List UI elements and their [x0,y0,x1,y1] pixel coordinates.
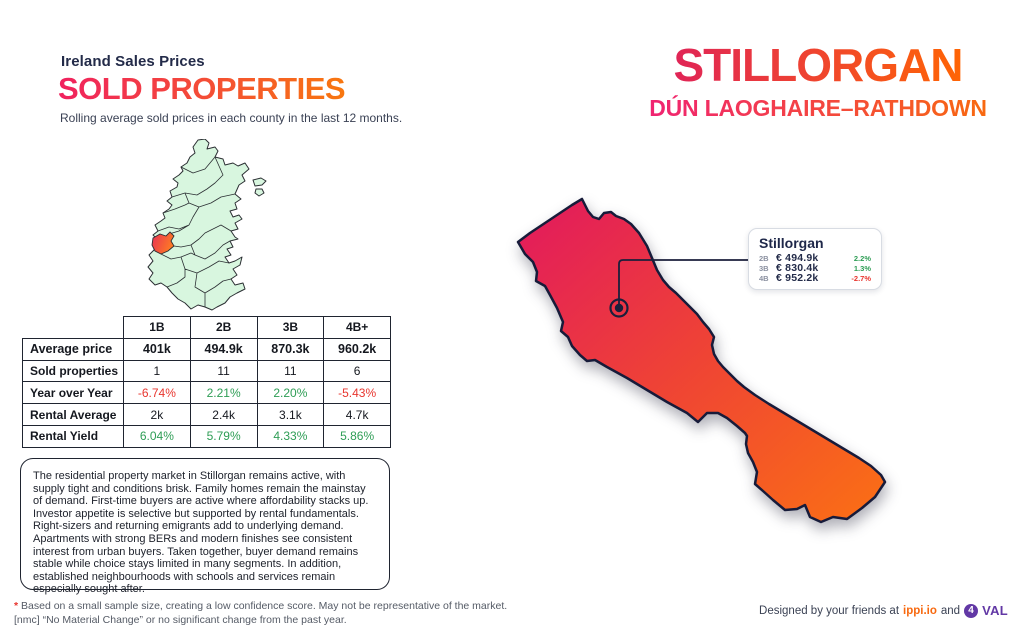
table-row: Average price 401k 494.9k 870.3k 960.2k [22,337,391,361]
area-title: STILLORGAN [673,39,964,91]
cell-value: 5.79% [189,424,258,448]
credits-prefix: Designed by your friends at [759,604,900,617]
cell-value: 11 [256,359,325,383]
page-subtitle: Rolling average sold prices in each coun… [60,111,403,125]
table-row: Year over Year -6.74% 2.21% 2.20% -5.43% [22,381,391,405]
cell-value: 5.86% [323,424,391,448]
table-header-cell: 2B [189,316,258,339]
val-logo-icon: 4 [964,603,979,618]
cell-value: 960.2k [323,337,391,361]
credits-conjunction: and [940,604,961,617]
callout-row-pct: 2.2% [853,254,871,263]
callout-row: 3B € 830.4k 1.3% [759,261,871,274]
table-header-cell: 1B [123,316,191,339]
callout-row-pct: 1.3% [853,263,871,273]
callout-row-value: € 952.2k [776,271,819,284]
cell-value: 2.21% [189,381,258,405]
page-title: SOLD PROPERTIES [58,71,346,106]
mini-map-islet-south [254,188,265,197]
location-marker-icon [609,298,629,318]
callout-row-label: 2B [759,254,769,263]
table-header-cell: 4B+ [323,316,391,339]
mini-map-islet-north [252,177,267,187]
callout-row: 2B € 494.9k 2.2% [759,252,871,264]
table-row: Rental Average 2k 2.4k 3.1k 4.7k [22,403,391,426]
cell-value: 6 [323,359,391,383]
cell-value: 870.3k [256,337,325,361]
callout-row-value: € 494.9k [776,252,819,264]
row-label: Sold properties [22,359,124,383]
callout-row: 4B € 952.2k -2.7% [759,271,871,284]
cell-value: 1 [123,359,191,383]
callout-connector-line [618,259,748,308]
area-map-shape [516,197,887,524]
mini-map-region-highlight [151,231,175,255]
footnote-asterisk: * [14,600,19,612]
cell-value: 494.9k [189,337,258,361]
footnote-sample-size-text: Based on a small sample size, creating a… [18,600,508,612]
callout-row-label: 3B [759,263,769,273]
table-header-row: 1B 2B 3B 4B+ [23,316,391,339]
area-subtitle: DÚN LAOGHAIRE–RATHDOWN [649,95,987,121]
summary-text: The residential property market in Still… [33,470,369,596]
table-row: Rental Yield 6.04% 5.79% 4.33% 5.86% [22,424,391,448]
cell-value: 4.7k [323,403,391,426]
footnote-nmc: [nmc] “No Material Change” or no signifi… [14,613,347,626]
mini-map-division-borders [157,156,236,307]
callout-card: Stillorgan 2B € 494.9k 2.2% 3B € 830.4k … [748,228,882,290]
credits-line: Designed by your friends at ippi.io and … [759,603,1008,618]
row-label: Year over Year [22,381,124,405]
area-header: STILLORGAN DÚN LAOGHAIRE–RATHDOWN [618,42,1018,122]
cell-value: 2k [123,403,191,426]
table-row: Sold properties 1 11 11 6 [22,359,391,383]
cell-value: -6.74% [123,381,191,405]
cell-value: 401k [123,337,191,361]
location-marker-dot [614,303,624,313]
table-header-cell: 3B [256,316,325,339]
row-label: Rental Average [22,403,124,426]
callout-row-pct: -2.7% [851,273,871,283]
mini-map-landmass [147,139,250,311]
val-logo-text: VAL [982,603,1008,618]
footnotes: * Based on a small sample size, creating… [14,600,554,627]
cell-value: 3.1k [256,403,325,426]
table-corner-cell [23,317,124,339]
cell-value: 2.20% [256,381,325,405]
cell-value: 2.4k [189,403,258,426]
summary-box: The residential property market in Still… [20,458,390,595]
cell-value: 6.04% [123,424,191,448]
row-label: Average price [22,337,124,361]
stats-table: 1B 2B 3B 4B+ Average price 401k 494.9k 8… [22,316,391,448]
cell-value: 4.33% [256,424,325,448]
footnote-sample-size: * Based on a small sample size, creating… [14,600,554,614]
area-map [516,197,887,524]
cell-value: 11 [189,359,258,383]
county-mini-map [147,139,267,311]
cell-value: -5.43% [323,381,391,405]
callout-title: Stillorgan [759,235,824,251]
callout-row-label: 4B [759,273,769,283]
row-label: Rental Yield [22,424,124,448]
callout-row-value: € 830.4k [776,261,819,274]
eyebrow-label: Ireland Sales Prices [61,53,205,70]
ippi-link[interactable]: ippi.io [903,604,937,617]
